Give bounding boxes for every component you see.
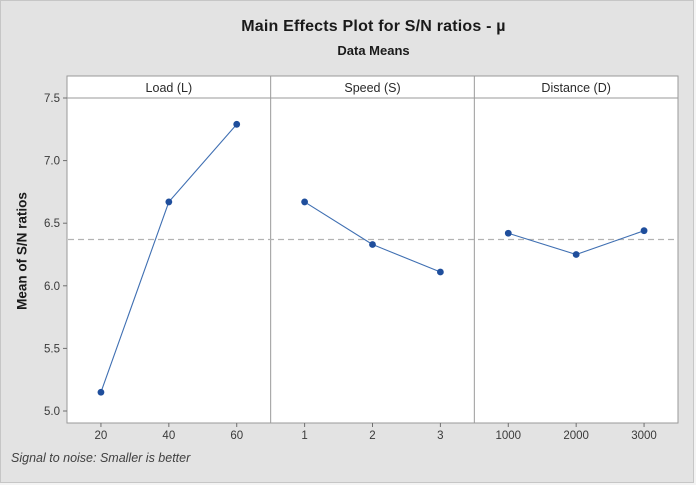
- panel-header-load-l: Load (L): [146, 81, 193, 95]
- data-point-load-l: [97, 388, 105, 396]
- panel-header-distance-d: Distance (D): [541, 81, 610, 95]
- x-tick-label: 20: [95, 430, 108, 442]
- data-point-distance-d: [640, 227, 648, 235]
- y-tick-label: 6.0: [44, 281, 60, 293]
- x-tick-label: 40: [162, 430, 175, 442]
- data-point-speed-s: [301, 198, 309, 206]
- data-point-load-l: [233, 120, 241, 128]
- x-tick-label: 3: [437, 430, 443, 442]
- chart-title: Main Effects Plot for S/N ratios - µ: [241, 18, 506, 35]
- panel-header-speed-s: Speed (S): [344, 81, 400, 95]
- plot-area: [66, 75, 679, 424]
- x-tick-label: 1000: [495, 430, 521, 442]
- x-tick-label: 2: [369, 430, 375, 442]
- y-tick-label: 7.5: [44, 93, 60, 105]
- y-tick-label: 5.0: [44, 406, 60, 418]
- data-point-load-l: [165, 198, 173, 206]
- x-tick-label: 1: [301, 430, 307, 442]
- data-point-distance-d: [504, 229, 512, 237]
- y-tick-label: 7.0: [44, 156, 60, 168]
- y-tick-label: 5.5: [44, 343, 60, 355]
- x-tick-label: 2000: [563, 430, 589, 442]
- data-point-speed-s: [436, 268, 444, 276]
- chart-subtitle: Data Means: [337, 43, 410, 58]
- x-tick-label: 60: [230, 430, 243, 442]
- data-point-distance-d: [572, 251, 580, 258]
- footer-note: Signal to noise: Smaller is better: [11, 451, 191, 465]
- y-tick-label: 6.5: [44, 218, 60, 230]
- data-point-speed-s: [369, 241, 376, 248]
- x-tick-label: 3000: [631, 430, 657, 442]
